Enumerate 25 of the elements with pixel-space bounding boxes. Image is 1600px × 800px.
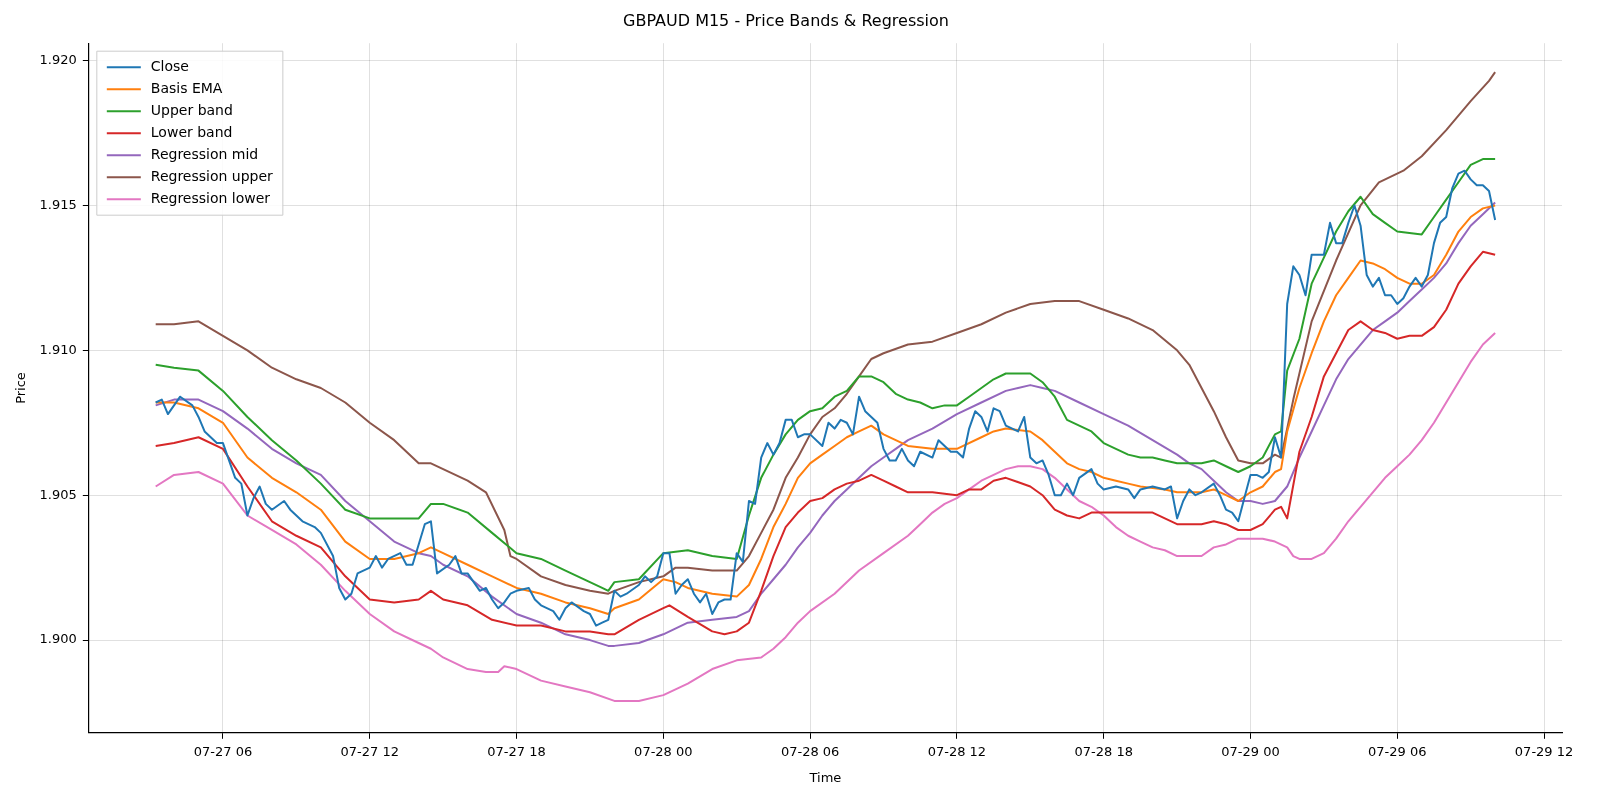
legend-label: Regression lower — [150, 189, 271, 206]
chart-title: GBPAUD M15 - Price Bands & Regression — [623, 10, 949, 30]
legend-label: Lower band — [150, 123, 233, 140]
x-tick-label: 07-29 12 — [1514, 743, 1574, 759]
legend-label: Regression mid — [150, 145, 259, 162]
legend-label: Upper band — [150, 101, 233, 118]
x-tick-label: 07-28 12 — [927, 743, 987, 759]
y-tick-label: 1.910 — [39, 341, 77, 357]
x-tick-label: 07-29 06 — [1368, 743, 1427, 759]
legend-label: Close — [150, 57, 189, 74]
x-tick-label: 07-27 18 — [487, 743, 546, 759]
x-tick-label: 07-28 00 — [634, 743, 693, 759]
y-tick-label: 1.905 — [39, 486, 77, 502]
x-tick-label: 07-27 12 — [340, 743, 399, 759]
x-tick-label: 07-28 18 — [1074, 743, 1133, 759]
y-tick-label: 1.900 — [39, 631, 77, 647]
y-tick-label: 1.915 — [39, 196, 77, 212]
x-axis-title: Time — [808, 769, 842, 785]
legend-label: Basis EMA — [150, 79, 223, 96]
x-tick-label: 07-27 06 — [193, 743, 253, 759]
legend-label: Regression upper — [150, 167, 274, 184]
y-tick-label: 1.920 — [39, 51, 77, 67]
x-tick-label: 07-28 06 — [780, 743, 840, 759]
y-axis-title: Price — [13, 372, 29, 404]
x-tick-label: 07-29 00 — [1221, 743, 1280, 759]
